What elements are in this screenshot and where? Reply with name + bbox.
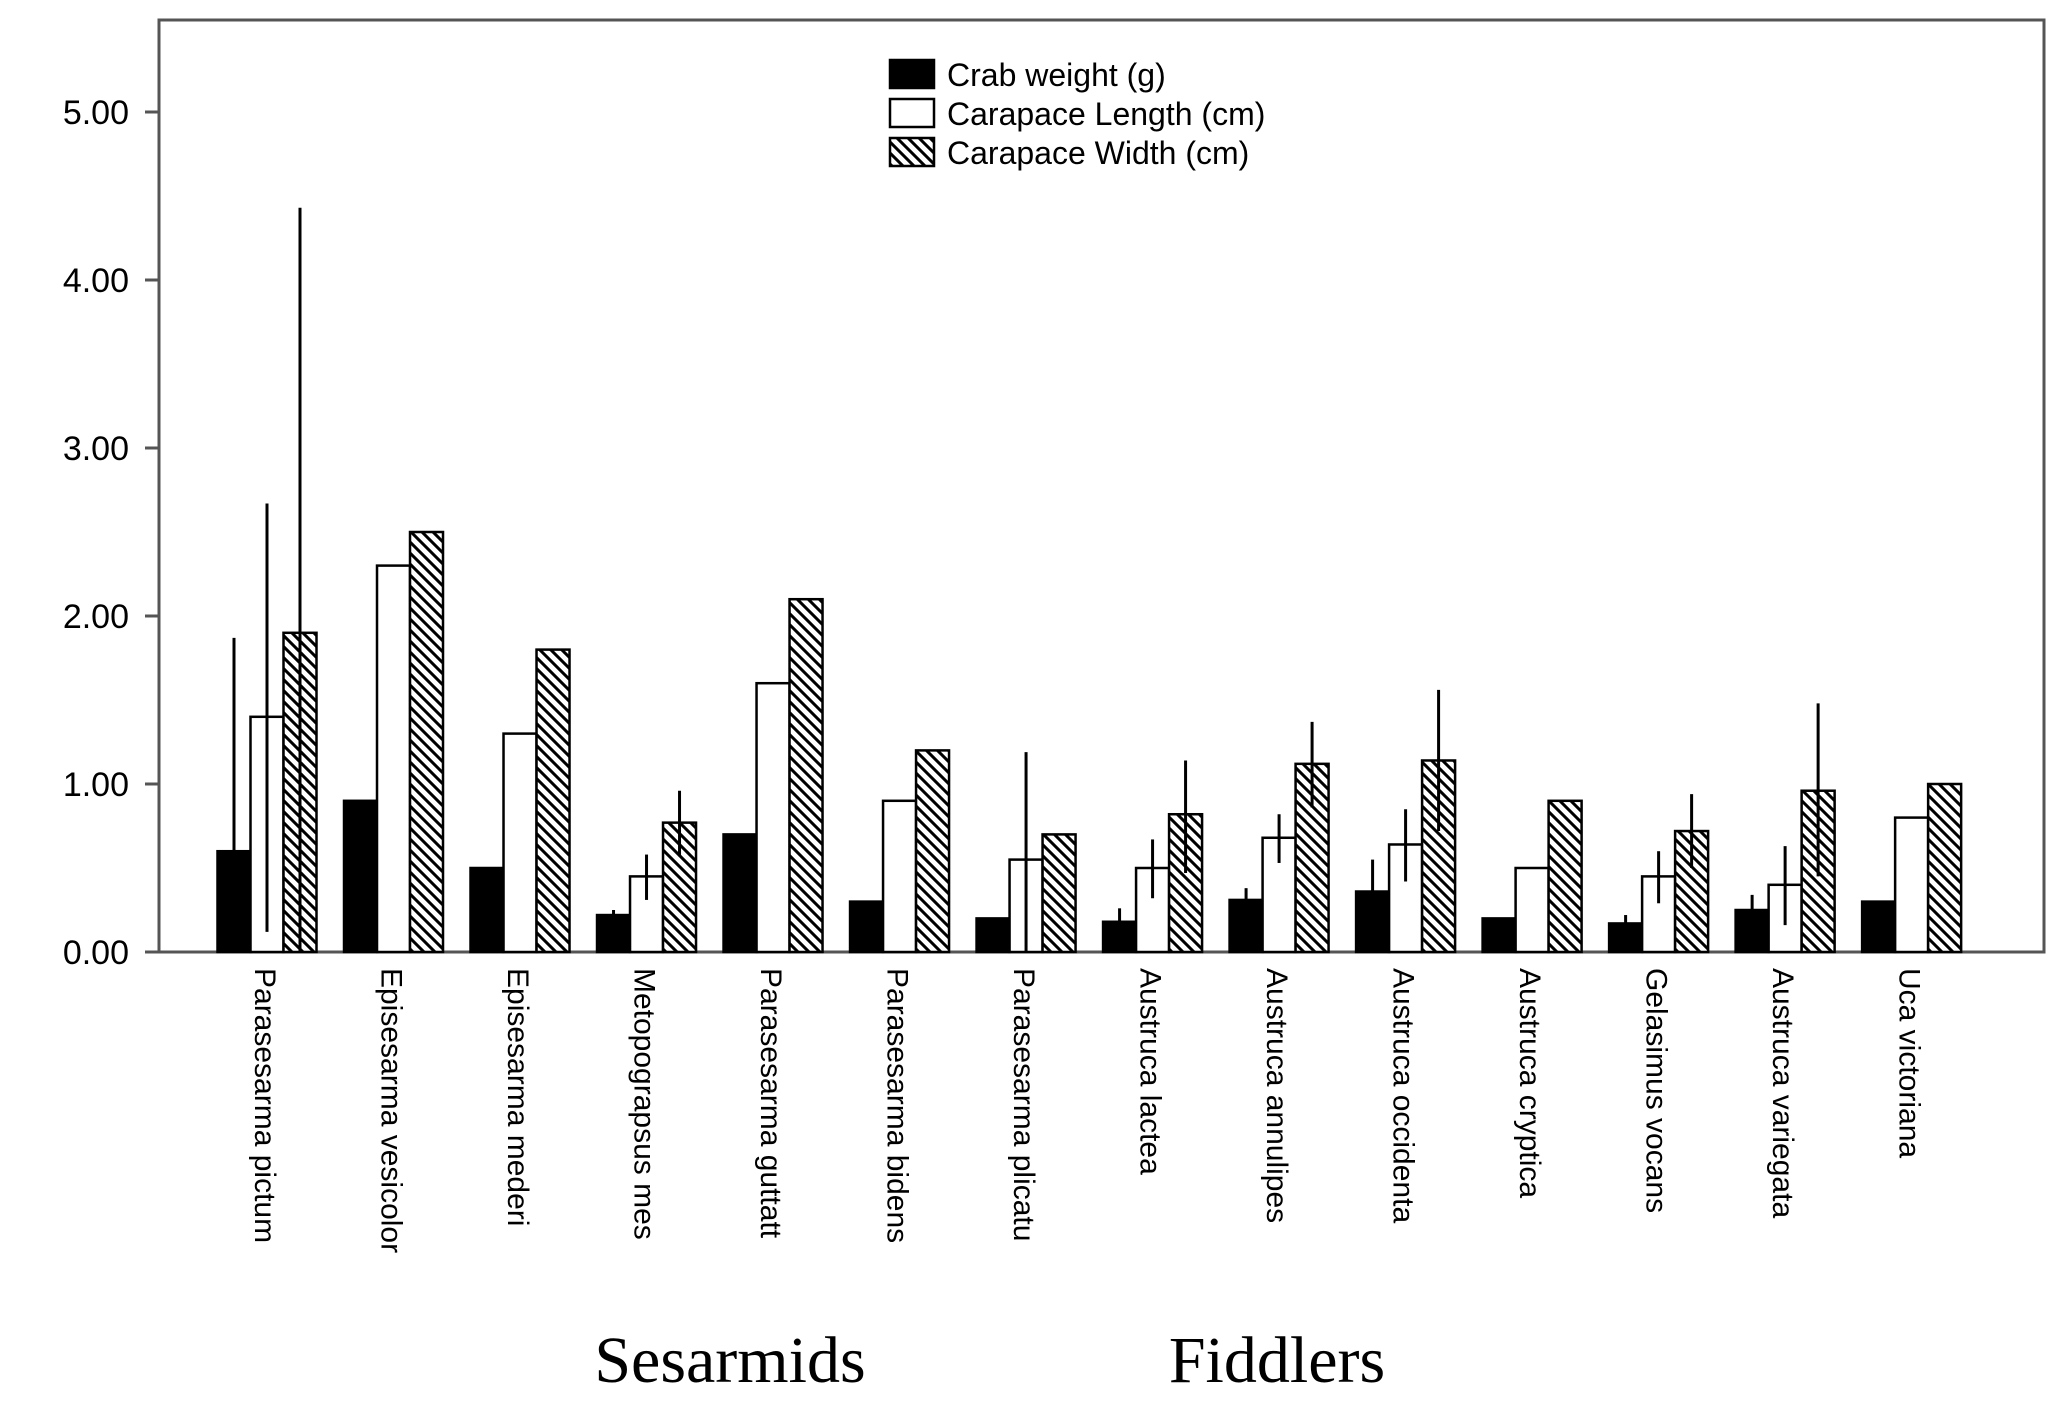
carapace-length-bar xyxy=(881,799,918,954)
category-label: Parasesarma pictum xyxy=(248,968,281,1243)
carapace-width-bar xyxy=(408,530,445,954)
category-labels: Parasesarma pictum Episesarma vesicolor Ep… xyxy=(248,968,1926,1253)
y-tick-label: 1.00 xyxy=(63,766,129,804)
crab-weight-bar xyxy=(595,913,632,954)
crab-weight-bar xyxy=(1860,900,1897,954)
y-tick-label: 4.00 xyxy=(63,262,129,300)
y-tick-label: 5.00 xyxy=(63,94,129,132)
legend-swatch-carapace-length xyxy=(888,97,936,129)
legend-label-carapace-width: Carapace Width (cm) xyxy=(947,135,1249,171)
legend: Crab weight (g)Carapace Length (cm)Carap… xyxy=(888,57,1265,171)
legend-swatch-crab-weight xyxy=(888,58,936,90)
crab-weight-bar xyxy=(342,799,379,954)
y-tick-label: 0.00 xyxy=(63,934,129,972)
carapace-width-bar xyxy=(1041,833,1077,954)
legend-swatch-carapace-width xyxy=(888,136,936,168)
group-label-sesarmids: Sesarmids xyxy=(594,1324,865,1397)
category-label: Gelasimus vocans xyxy=(1640,968,1673,1213)
carapace-length-bar xyxy=(1514,866,1550,954)
carapace-width-bar xyxy=(788,597,824,954)
crab-weight-bar xyxy=(1481,917,1517,954)
category-label: Uca victoriana xyxy=(1893,968,1926,1158)
y-axis: 0.00 1.00 2.00 3.00 4.00 5.00 xyxy=(63,94,159,972)
category-label: Parasesarma bidens xyxy=(881,968,914,1243)
plot-area-frame xyxy=(157,18,2046,954)
carapace-length-bar xyxy=(502,732,538,954)
carapace-length-bar xyxy=(755,681,791,954)
crab-weight-bar xyxy=(722,833,758,954)
crab-weight-bar xyxy=(975,917,1011,954)
carapace-width-bar xyxy=(1547,799,1583,954)
category-label: Austruca occidenta xyxy=(1387,968,1420,1223)
category-label: Parasesarma guttatt xyxy=(754,968,787,1239)
carapace-width-bar xyxy=(1926,782,1963,954)
y-tick-label: 3.00 xyxy=(63,430,129,468)
category-label: Episesarma vesicolor xyxy=(375,968,408,1253)
category-label: Parasesarma plicatu xyxy=(1007,968,1040,1241)
category-label: Austruca annulipes xyxy=(1260,968,1293,1223)
category-label: Metopograpsus mes xyxy=(628,968,661,1240)
carapace-width-bar xyxy=(914,749,951,954)
crab-weight-bar xyxy=(848,900,885,954)
category-label: Austruca variegata xyxy=(1766,968,1799,1218)
carapace-length-bar xyxy=(375,564,412,954)
group-labels: Sesarmids Fiddlers xyxy=(594,1324,1385,1397)
category-label: Episesarma mederi xyxy=(501,968,534,1226)
legend-label-carapace-length: Carapace Length (cm) xyxy=(947,96,1265,132)
carapace-width-bar xyxy=(661,821,698,954)
category-label: Austruca lactea xyxy=(1134,968,1167,1175)
group-label-fiddlers: Fiddlers xyxy=(1169,1324,1385,1397)
error-bars xyxy=(232,207,1820,952)
category-label: Austruca cryptica xyxy=(1513,968,1546,1198)
legend-label-crab-weight: Crab weight (g) xyxy=(947,57,1166,93)
bars xyxy=(216,530,1963,954)
crab-weight-bar xyxy=(469,866,505,954)
y-tick-label: 2.00 xyxy=(63,598,129,636)
carapace-width-bar xyxy=(535,648,571,954)
carapace-length-bar xyxy=(1893,816,1930,954)
